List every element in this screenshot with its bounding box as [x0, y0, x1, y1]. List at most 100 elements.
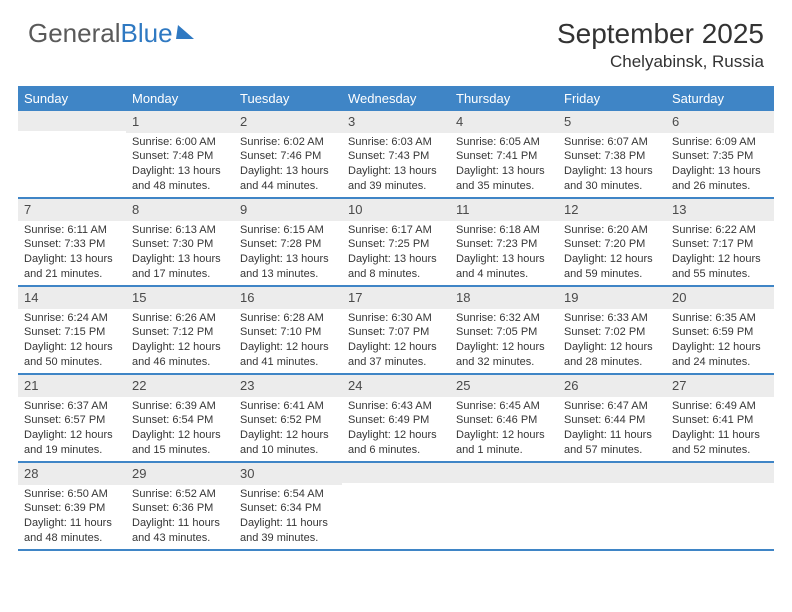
day-lines: Sunrise: 6:24 AMSunset: 7:15 PMDaylight:… — [18, 311, 126, 370]
day-cell: 25Sunrise: 6:45 AMSunset: 6:46 PMDayligh… — [450, 375, 558, 461]
daylight-text: Daylight: 12 hours and 1 minute. — [456, 428, 552, 458]
daylight-text: Daylight: 12 hours and 59 minutes. — [564, 252, 660, 282]
logo-triangle-icon — [176, 25, 196, 39]
sunrise-text: Sunrise: 6:03 AM — [348, 135, 444, 150]
day-lines: Sunrise: 6:28 AMSunset: 7:10 PMDaylight:… — [234, 311, 342, 370]
day-cell: 21Sunrise: 6:37 AMSunset: 6:57 PMDayligh… — [18, 375, 126, 461]
day-header-cell: Sunday — [18, 86, 126, 111]
sunrise-text: Sunrise: 6:28 AM — [240, 311, 336, 326]
day-cell: 24Sunrise: 6:43 AMSunset: 6:49 PMDayligh… — [342, 375, 450, 461]
daylight-text: Daylight: 12 hours and 32 minutes. — [456, 340, 552, 370]
day-lines: Sunrise: 6:20 AMSunset: 7:20 PMDaylight:… — [558, 223, 666, 282]
day-cell: 23Sunrise: 6:41 AMSunset: 6:52 PMDayligh… — [234, 375, 342, 461]
day-cell: 10Sunrise: 6:17 AMSunset: 7:25 PMDayligh… — [342, 199, 450, 285]
daylight-text: Daylight: 12 hours and 37 minutes. — [348, 340, 444, 370]
day-lines: Sunrise: 6:17 AMSunset: 7:25 PMDaylight:… — [342, 223, 450, 282]
date-number — [558, 463, 666, 483]
sunset-text: Sunset: 6:59 PM — [672, 325, 768, 340]
day-cell: 17Sunrise: 6:30 AMSunset: 7:07 PMDayligh… — [342, 287, 450, 373]
day-cell: 7Sunrise: 6:11 AMSunset: 7:33 PMDaylight… — [18, 199, 126, 285]
day-cell: 18Sunrise: 6:32 AMSunset: 7:05 PMDayligh… — [450, 287, 558, 373]
sunrise-text: Sunrise: 6:52 AM — [132, 487, 228, 502]
day-cell: 11Sunrise: 6:18 AMSunset: 7:23 PMDayligh… — [450, 199, 558, 285]
day-cell: 19Sunrise: 6:33 AMSunset: 7:02 PMDayligh… — [558, 287, 666, 373]
day-lines: Sunrise: 6:03 AMSunset: 7:43 PMDaylight:… — [342, 135, 450, 194]
sunrise-text: Sunrise: 6:24 AM — [24, 311, 120, 326]
sunset-text: Sunset: 7:38 PM — [564, 149, 660, 164]
day-lines: Sunrise: 6:50 AMSunset: 6:39 PMDaylight:… — [18, 487, 126, 546]
day-header-cell: Thursday — [450, 86, 558, 111]
day-header-row: SundayMondayTuesdayWednesdayThursdayFrid… — [18, 86, 774, 111]
daylight-text: Daylight: 13 hours and 21 minutes. — [24, 252, 120, 282]
sunset-text: Sunset: 7:43 PM — [348, 149, 444, 164]
sunrise-text: Sunrise: 6:30 AM — [348, 311, 444, 326]
day-lines: Sunrise: 6:49 AMSunset: 6:41 PMDaylight:… — [666, 399, 774, 458]
daylight-text: Daylight: 13 hours and 30 minutes. — [564, 164, 660, 194]
day-cell: 3Sunrise: 6:03 AMSunset: 7:43 PMDaylight… — [342, 111, 450, 197]
sunrise-text: Sunrise: 6:33 AM — [564, 311, 660, 326]
date-number: 21 — [18, 375, 126, 397]
daylight-text: Daylight: 13 hours and 44 minutes. — [240, 164, 336, 194]
daylight-text: Daylight: 12 hours and 24 minutes. — [672, 340, 768, 370]
day-cell: 15Sunrise: 6:26 AMSunset: 7:12 PMDayligh… — [126, 287, 234, 373]
date-number — [342, 463, 450, 483]
date-number: 22 — [126, 375, 234, 397]
daylight-text: Daylight: 13 hours and 4 minutes. — [456, 252, 552, 282]
sunset-text: Sunset: 7:33 PM — [24, 237, 120, 252]
day-lines: Sunrise: 6:05 AMSunset: 7:41 PMDaylight:… — [450, 135, 558, 194]
day-lines: Sunrise: 6:41 AMSunset: 6:52 PMDaylight:… — [234, 399, 342, 458]
date-number — [450, 463, 558, 483]
sunset-text: Sunset: 7:17 PM — [672, 237, 768, 252]
sunrise-text: Sunrise: 6:13 AM — [132, 223, 228, 238]
day-lines: Sunrise: 6:15 AMSunset: 7:28 PMDaylight:… — [234, 223, 342, 282]
sunset-text: Sunset: 6:49 PM — [348, 413, 444, 428]
brand-logo: GeneralBlue — [28, 18, 195, 49]
date-number: 17 — [342, 287, 450, 309]
sunset-text: Sunset: 7:12 PM — [132, 325, 228, 340]
daylight-text: Daylight: 11 hours and 39 minutes. — [240, 516, 336, 546]
daylight-text: Daylight: 12 hours and 50 minutes. — [24, 340, 120, 370]
daylight-text: Daylight: 12 hours and 41 minutes. — [240, 340, 336, 370]
daylight-text: Daylight: 11 hours and 52 minutes. — [672, 428, 768, 458]
daylight-text: Daylight: 11 hours and 57 minutes. — [564, 428, 660, 458]
daylight-text: Daylight: 12 hours and 10 minutes. — [240, 428, 336, 458]
date-number: 13 — [666, 199, 774, 221]
date-number — [666, 463, 774, 483]
day-header-cell: Wednesday — [342, 86, 450, 111]
daylight-text: Daylight: 11 hours and 43 minutes. — [132, 516, 228, 546]
day-cell: 2Sunrise: 6:02 AMSunset: 7:46 PMDaylight… — [234, 111, 342, 197]
date-number — [18, 111, 126, 131]
date-number: 26 — [558, 375, 666, 397]
sunrise-text: Sunrise: 6:45 AM — [456, 399, 552, 414]
sunset-text: Sunset: 7:48 PM — [132, 149, 228, 164]
sunset-text: Sunset: 7:20 PM — [564, 237, 660, 252]
daylight-text: Daylight: 13 hours and 48 minutes. — [132, 164, 228, 194]
week-row: 1Sunrise: 6:00 AMSunset: 7:48 PMDaylight… — [18, 111, 774, 199]
page-header: GeneralBlue September 2025 Chelyabinsk, … — [0, 0, 792, 80]
daylight-text: Daylight: 12 hours and 6 minutes. — [348, 428, 444, 458]
sunrise-text: Sunrise: 6:18 AM — [456, 223, 552, 238]
date-number: 18 — [450, 287, 558, 309]
day-lines: Sunrise: 6:09 AMSunset: 7:35 PMDaylight:… — [666, 135, 774, 194]
sunset-text: Sunset: 7:23 PM — [456, 237, 552, 252]
day-lines: Sunrise: 6:39 AMSunset: 6:54 PMDaylight:… — [126, 399, 234, 458]
daylight-text: Daylight: 13 hours and 8 minutes. — [348, 252, 444, 282]
date-number: 27 — [666, 375, 774, 397]
location-label: Chelyabinsk, Russia — [557, 52, 764, 72]
day-header-cell: Tuesday — [234, 86, 342, 111]
sunset-text: Sunset: 6:44 PM — [564, 413, 660, 428]
day-cell: 8Sunrise: 6:13 AMSunset: 7:30 PMDaylight… — [126, 199, 234, 285]
sunrise-text: Sunrise: 6:43 AM — [348, 399, 444, 414]
day-cell: 28Sunrise: 6:50 AMSunset: 6:39 PMDayligh… — [18, 463, 126, 549]
date-number: 19 — [558, 287, 666, 309]
title-block: September 2025 Chelyabinsk, Russia — [557, 18, 764, 72]
sunrise-text: Sunrise: 6:02 AM — [240, 135, 336, 150]
date-number: 5 — [558, 111, 666, 133]
sunset-text: Sunset: 7:28 PM — [240, 237, 336, 252]
sunrise-text: Sunrise: 6:17 AM — [348, 223, 444, 238]
sunrise-text: Sunrise: 6:32 AM — [456, 311, 552, 326]
sunset-text: Sunset: 6:46 PM — [456, 413, 552, 428]
date-number: 9 — [234, 199, 342, 221]
day-cell: 1Sunrise: 6:00 AMSunset: 7:48 PMDaylight… — [126, 111, 234, 197]
day-lines: Sunrise: 6:47 AMSunset: 6:44 PMDaylight:… — [558, 399, 666, 458]
